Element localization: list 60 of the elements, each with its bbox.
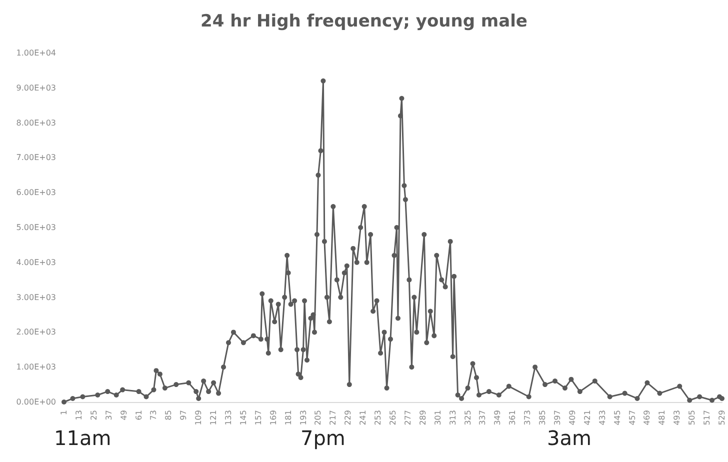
x-tick-label: 385 <box>538 410 548 426</box>
x-tick-label: 349 <box>493 410 502 426</box>
x-tick-label: 37 <box>104 410 114 420</box>
y-tick-label: 4.00E+03 <box>16 258 56 267</box>
y-tick-label: 6.00E+03 <box>16 188 56 198</box>
x-tick-label: 301 <box>433 410 442 426</box>
y-tick-label: 8.00E+03 <box>16 118 56 128</box>
x-tick-label: 73 <box>149 410 158 420</box>
x-tick-label: 481 <box>658 410 667 426</box>
x-tick-label: 181 <box>284 410 293 426</box>
y-tick-label: 7.00E+03 <box>16 153 56 162</box>
x-tick-label: 517 <box>702 410 712 426</box>
x-tick-label: 217 <box>328 410 338 426</box>
x-tick-label: 433 <box>598 410 607 426</box>
y-tick-label: 0.00E+00 <box>16 398 56 406</box>
x-tick-label: 241 <box>358 410 368 426</box>
x-tick-label: 373 <box>523 410 532 426</box>
x-tick-label: 325 <box>463 410 472 426</box>
y-tick-label: 5.00E+03 <box>16 223 56 232</box>
text: 7pm <box>300 426 346 450</box>
x-tick-label: 421 <box>582 410 592 426</box>
y-tick-label: 1.00E+03 <box>16 362 56 372</box>
x-tick-label: 157 <box>254 410 263 426</box>
x-tick-label: 457 <box>628 410 637 426</box>
x-tick-label: 25 <box>89 410 98 420</box>
y-tick-label: 9.00E+03 <box>16 83 56 92</box>
x-tick-label: 277 <box>403 410 412 426</box>
x-tick-label: 289 <box>418 410 428 426</box>
x-tick-label: 205 <box>314 410 323 426</box>
y-tick-label: 1.00E+04 <box>16 48 56 58</box>
chart-title: 24 hr High frequency; young male <box>200 12 528 32</box>
x-tick-label: 85 <box>164 410 174 420</box>
x-tick-label: 97 <box>179 410 188 420</box>
text: 11am <box>54 426 112 450</box>
x-tick-label: 169 <box>268 410 278 426</box>
x-tick-label: 61 <box>134 410 144 420</box>
x-tick-label: 361 <box>508 410 518 426</box>
x-tick-label: 469 <box>642 410 652 426</box>
x-tick-label: 505 <box>688 410 697 426</box>
y-tick-label: 2.00E+03 <box>16 328 56 337</box>
y-tick-label: 3.00E+03 <box>16 292 56 302</box>
x-tick-label: 397 <box>553 410 562 426</box>
x-tick-label: 313 <box>448 410 458 426</box>
x-tick-label: 49 <box>119 410 128 420</box>
x-tick-label: 145 <box>238 410 248 426</box>
x-tick-label: 337 <box>478 410 488 426</box>
x-tick-label: 253 <box>374 410 383 426</box>
x-tick-label: 193 <box>298 410 308 426</box>
x-tick-label: 229 <box>344 410 353 426</box>
x-tick-label: 121 <box>209 410 218 426</box>
x-tick-label: 13 <box>74 410 84 420</box>
x-tick-label: 109 <box>194 410 204 426</box>
x-tick-label: 409 <box>568 410 577 426</box>
text: 3am <box>547 426 592 450</box>
x-tick-label: 265 <box>388 410 398 426</box>
x-tick-label: 1 <box>60 410 68 416</box>
x-tick-label: 445 <box>612 410 622 426</box>
x-tick-label: 493 <box>672 410 682 426</box>
x-tick-label: 133 <box>224 410 233 426</box>
x-tick-label: 529 <box>718 410 726 426</box>
